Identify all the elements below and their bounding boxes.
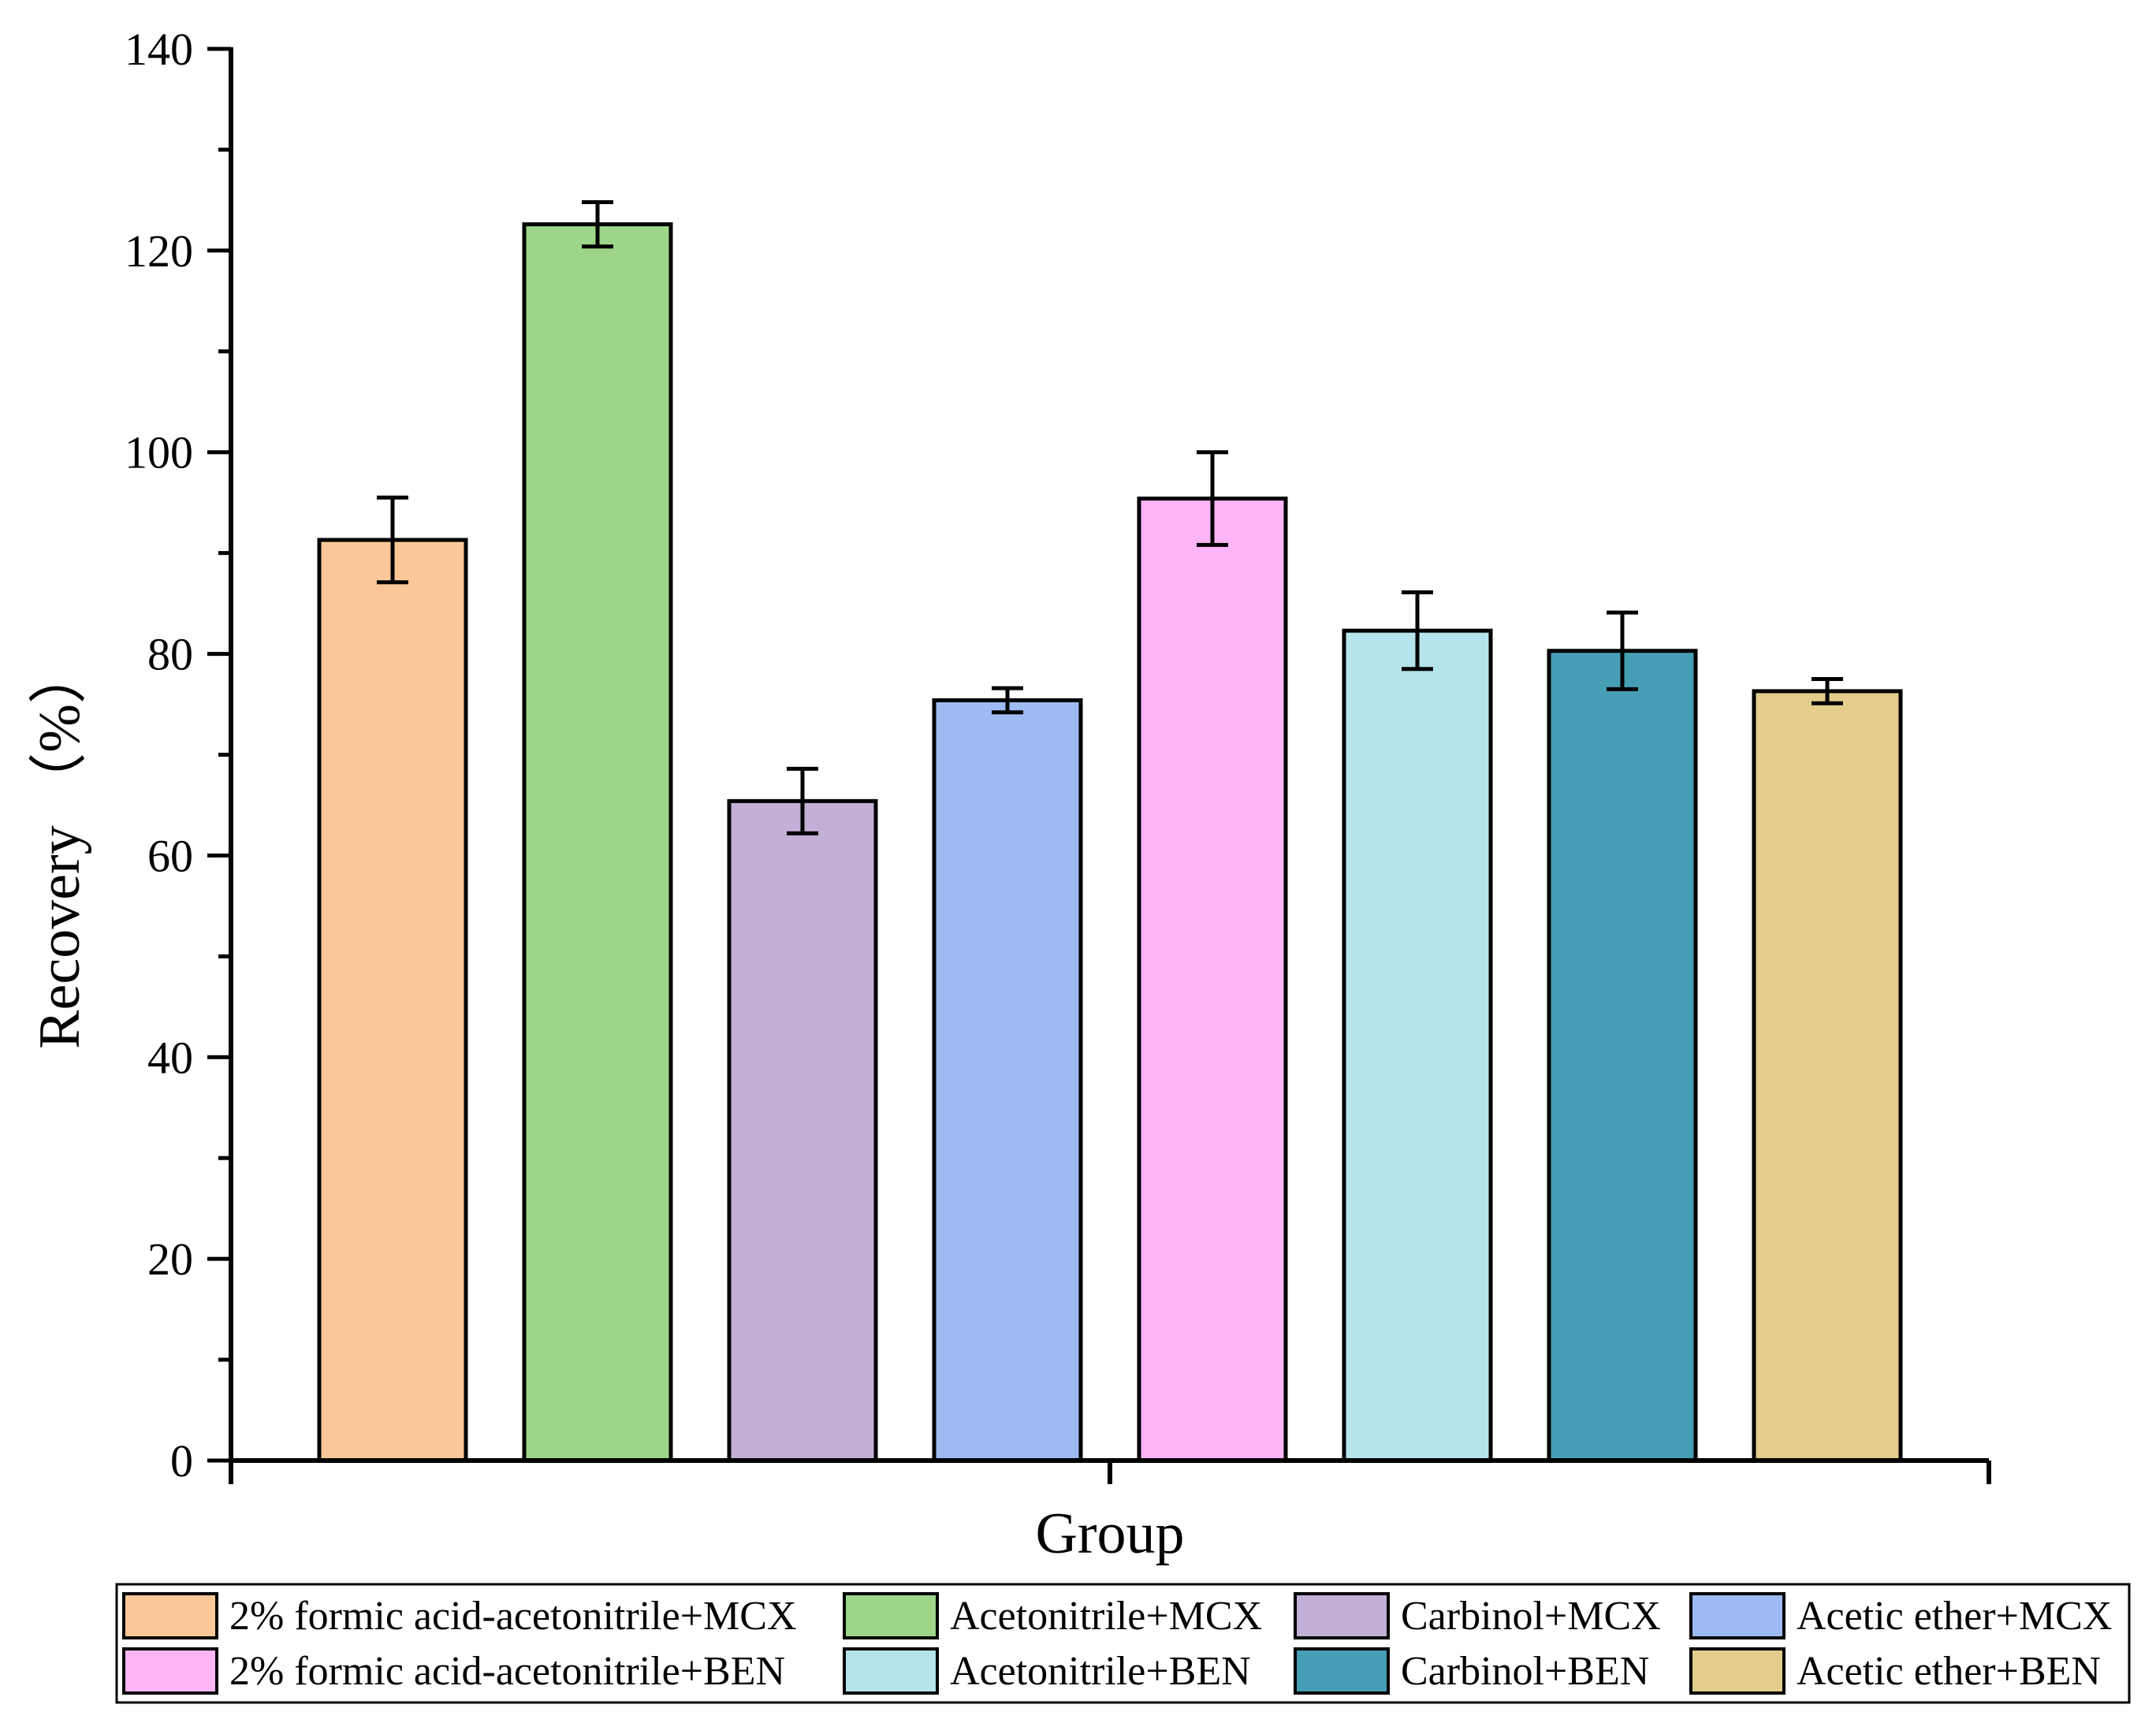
y-tick-label-20: 20: [147, 1234, 193, 1285]
legend-label-1: 2% formic acid-acetonitrile+MCX: [229, 1594, 797, 1639]
y-tick-label-140: 140: [125, 24, 193, 75]
legend-swatch-8: [1689, 1647, 1785, 1695]
bar-1: [317, 538, 468, 1463]
bar-5: [1137, 497, 1288, 1463]
legend-label-3: Carbinol+MCX: [1401, 1594, 1661, 1639]
y-axis-title: Recovery （%）: [28, 646, 92, 1049]
bar-6: [1342, 628, 1493, 1463]
bar-2: [522, 222, 673, 1463]
legend-swatch-1: [122, 1592, 218, 1639]
y-tick-label-120: 120: [125, 225, 193, 277]
y-axis-ticks: 0 20 40 60 80 100 120 140: [125, 24, 231, 1487]
legend-swatch-4: [1689, 1592, 1785, 1639]
legend-label-2: Acetonitrile+MCX: [950, 1594, 1262, 1639]
bar-3: [727, 798, 878, 1463]
legend-label-8: Acetic ether+BEN: [1797, 1649, 2101, 1694]
bar-group: [317, 222, 1903, 1463]
axes: [229, 47, 1991, 1484]
x-axis-title: Group: [1035, 1502, 1184, 1566]
y-tick-label-40: 40: [147, 1032, 193, 1083]
legend: 2% formic acid-acetonitrile+MCX Acetonitr…: [115, 1583, 2131, 1704]
y-tick-label-100: 100: [125, 427, 193, 478]
legend-swatch-6: [843, 1647, 939, 1695]
bar-7: [1547, 649, 1698, 1463]
bar-4: [932, 698, 1083, 1463]
legend-label-5: 2% formic acid-acetonitrile+BEN: [229, 1649, 785, 1694]
legend-label-4: Acetic ether+MCX: [1797, 1594, 2112, 1639]
legend-swatch-2: [843, 1592, 939, 1639]
y-tick-label-60: 60: [147, 830, 193, 881]
y-tick-label-80: 80: [147, 629, 193, 680]
error-bar-group: [377, 199, 1843, 835]
legend-swatch-3: [1294, 1592, 1390, 1639]
legend-frame: [115, 1583, 2131, 1704]
y-tick-label-0: 0: [170, 1435, 193, 1487]
legend-swatch-5: [122, 1647, 218, 1695]
legend-swatch-7: [1294, 1647, 1390, 1695]
legend-label-7: Carbinol+BEN: [1401, 1649, 1649, 1694]
legend-label-6: Acetonitrile+BEN: [950, 1649, 1251, 1694]
bar-8: [1752, 689, 1903, 1463]
